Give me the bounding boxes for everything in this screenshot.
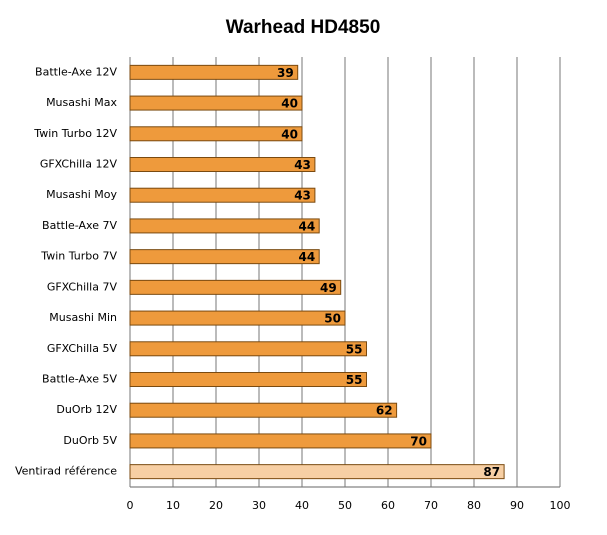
- value-label: 55: [346, 342, 363, 356]
- value-label: 43: [294, 189, 311, 203]
- value-label: 40: [281, 97, 298, 111]
- bar: [129, 433, 432, 449]
- value-label: 49: [320, 281, 337, 295]
- bar: [129, 218, 320, 234]
- value-label: 44: [298, 250, 315, 264]
- y-tick-label: Musashi Min: [49, 311, 117, 324]
- bar: [129, 95, 303, 111]
- value-label: 62: [376, 404, 393, 418]
- value-label: 39: [277, 66, 294, 80]
- y-tick-label: Musashi Moy: [46, 188, 117, 201]
- bar: [129, 402, 398, 418]
- y-tick-label: DuOrb 12V: [56, 403, 117, 416]
- bar: [129, 249, 320, 265]
- x-tick-label: 70: [424, 499, 438, 512]
- y-tick-label: GFXChilla 12V: [40, 158, 118, 171]
- x-tick-label: 60: [381, 499, 395, 512]
- bar: [129, 157, 316, 172]
- bar: [129, 64, 299, 80]
- chart-title: Warhead HD4850: [226, 17, 381, 38]
- value-label: 50: [324, 312, 341, 326]
- value-label: 40: [281, 127, 298, 141]
- x-tick-label: 20: [209, 499, 223, 512]
- y-tick-label: Twin Turbo 12V: [33, 127, 117, 140]
- x-tick-label: 100: [550, 499, 571, 512]
- y-tick-label: GFXChilla 5V: [47, 342, 118, 355]
- y-tick-label: Musashi Max: [46, 96, 117, 109]
- bar: [129, 464, 505, 480]
- x-tick-label: 40: [295, 499, 309, 512]
- y-tick-label: DuOrb 5V: [63, 434, 117, 447]
- value-label: 43: [294, 158, 311, 172]
- x-tick-label: 50: [338, 499, 352, 512]
- x-tick-label: 0: [127, 499, 134, 512]
- bar: [129, 341, 367, 357]
- bar: [129, 126, 303, 142]
- bar: [129, 310, 346, 326]
- y-tick-label: Battle-Axe 5V: [42, 373, 117, 386]
- y-tick-label: Twin Turbo 7V: [40, 250, 117, 263]
- y-tick-label: GFXChilla 7V: [47, 280, 118, 293]
- x-tick-label: 90: [510, 499, 524, 512]
- y-tick-label: Battle-Axe 12V: [35, 65, 117, 78]
- value-label: 87: [483, 465, 500, 479]
- bar: [129, 187, 316, 203]
- x-tick-label: 80: [467, 499, 481, 512]
- value-label: 44: [298, 219, 315, 233]
- x-tick-label: 10: [166, 499, 180, 512]
- bar: [129, 372, 367, 387]
- y-tick-label: Ventirad référence: [15, 465, 117, 478]
- y-tick-label: Battle-Axe 7V: [42, 219, 117, 232]
- bar: [129, 279, 342, 295]
- x-tick-label: 30: [252, 499, 266, 512]
- value-label: 55: [346, 373, 363, 387]
- value-label: 70: [410, 434, 427, 448]
